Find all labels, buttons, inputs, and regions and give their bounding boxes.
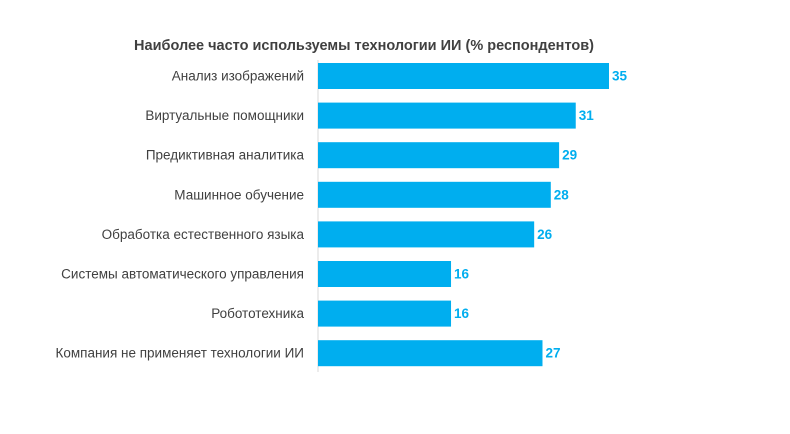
category-label: Робототехника	[211, 306, 304, 321]
value-label: 16	[454, 267, 470, 282]
category-label: Анализ изображений	[172, 69, 304, 84]
value-label: 16	[454, 306, 470, 321]
value-label: 35	[612, 69, 628, 84]
category-label: Обработка естественного языка	[102, 227, 305, 242]
bar	[318, 340, 543, 367]
value-label: 27	[545, 346, 560, 361]
bar	[318, 221, 535, 248]
category-label: Предиктивная аналитика	[146, 148, 305, 163]
bar	[318, 102, 576, 129]
category-label: Виртуальные помощники	[145, 108, 304, 123]
bars-group: Анализ изображений 35 Виртуальные помощник…	[55, 63, 628, 367]
chart-title: Наиболее часто используемы технологии ИИ…	[134, 38, 594, 54]
category-label: Машинное обучение	[174, 187, 304, 202]
bar	[318, 181, 551, 208]
category-label: Системы автоматического управления	[61, 267, 304, 282]
category-label: Компания не применяет технологии ИИ	[55, 346, 304, 361]
bar	[318, 142, 560, 169]
bar	[318, 261, 452, 287]
bar	[318, 63, 609, 89]
value-label: 29	[562, 148, 577, 163]
bar	[318, 300, 452, 327]
value-label: 31	[579, 108, 595, 123]
value-label: 26	[537, 227, 553, 242]
value-label: 28	[554, 187, 570, 202]
